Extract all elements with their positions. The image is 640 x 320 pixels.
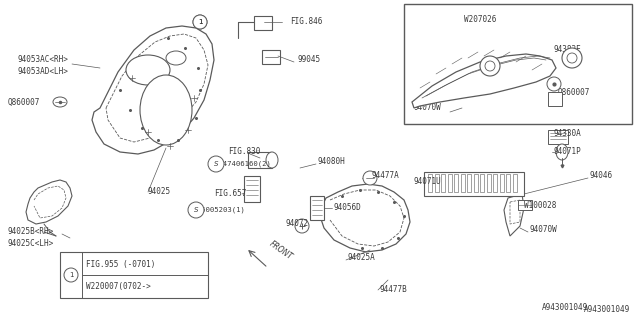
Bar — [493, 174, 497, 192]
Bar — [461, 174, 465, 192]
Bar — [404, 4, 632, 124]
Ellipse shape — [166, 51, 186, 65]
Ellipse shape — [53, 97, 67, 107]
Circle shape — [193, 15, 207, 29]
Text: S: S — [194, 207, 198, 213]
Text: W220007(0702->: W220007(0702-> — [86, 282, 151, 291]
Ellipse shape — [126, 55, 170, 85]
Text: 1: 1 — [68, 272, 73, 278]
Ellipse shape — [140, 75, 192, 145]
Text: 94053AC<RH>: 94053AC<RH> — [18, 55, 69, 65]
Text: W100028: W100028 — [524, 202, 556, 211]
Text: FIG.846: FIG.846 — [290, 18, 323, 27]
Ellipse shape — [547, 77, 561, 91]
Text: FIG.830: FIG.830 — [228, 148, 260, 156]
Text: 94025A: 94025A — [348, 253, 376, 262]
Text: FIG.657: FIG.657 — [214, 189, 246, 198]
Ellipse shape — [480, 56, 500, 76]
Bar — [499, 174, 504, 192]
Bar — [310, 196, 324, 220]
Text: 94046: 94046 — [590, 172, 613, 180]
Text: §045005203(1): §045005203(1) — [188, 207, 245, 213]
Bar — [548, 130, 568, 144]
Text: FIG.955 (-0701): FIG.955 (-0701) — [86, 260, 156, 268]
Ellipse shape — [485, 61, 495, 71]
Polygon shape — [504, 194, 524, 236]
Bar — [548, 92, 562, 106]
Text: 94477B: 94477B — [380, 285, 408, 294]
Text: W207026: W207026 — [464, 15, 497, 25]
Bar — [428, 174, 432, 192]
Text: 1: 1 — [198, 19, 202, 25]
Bar — [480, 174, 484, 192]
Bar — [467, 174, 471, 192]
Text: 94072: 94072 — [286, 220, 309, 228]
Text: 1: 1 — [198, 19, 202, 25]
Bar — [447, 174, 451, 192]
Bar — [262, 50, 280, 64]
Text: 94070W: 94070W — [414, 103, 442, 113]
Ellipse shape — [208, 156, 224, 172]
Text: 94070W: 94070W — [530, 226, 557, 235]
Bar — [513, 174, 516, 192]
Polygon shape — [320, 184, 410, 252]
Ellipse shape — [562, 48, 582, 68]
Polygon shape — [412, 54, 556, 108]
Ellipse shape — [266, 152, 278, 168]
Text: Q860007: Q860007 — [558, 87, 590, 97]
Text: 94477A: 94477A — [372, 172, 400, 180]
Ellipse shape — [363, 171, 377, 185]
Text: 94025C<LH>: 94025C<LH> — [8, 239, 54, 249]
Ellipse shape — [556, 144, 568, 160]
Bar — [60, 252, 208, 298]
Circle shape — [64, 268, 78, 282]
Text: 94025: 94025 — [148, 188, 171, 196]
Polygon shape — [92, 26, 214, 154]
Circle shape — [193, 15, 207, 29]
Ellipse shape — [567, 53, 577, 63]
Text: 94080H: 94080H — [318, 157, 346, 166]
Bar — [518, 200, 532, 210]
Bar — [435, 174, 438, 192]
Ellipse shape — [188, 202, 204, 218]
Text: 94330A: 94330A — [554, 130, 582, 139]
Text: 94053AD<LH>: 94053AD<LH> — [18, 68, 69, 76]
Bar — [474, 174, 477, 192]
Bar — [441, 174, 445, 192]
Text: 94056D: 94056D — [334, 204, 362, 212]
Text: 94025B<RH>: 94025B<RH> — [8, 228, 54, 236]
Bar — [506, 174, 510, 192]
Text: 99045: 99045 — [298, 55, 321, 65]
Text: Q860007: Q860007 — [8, 98, 40, 107]
Bar — [244, 176, 260, 202]
Text: 94071U: 94071U — [414, 178, 442, 187]
Text: S: S — [214, 161, 218, 167]
Text: 94382E: 94382E — [554, 45, 582, 54]
Bar — [486, 174, 490, 192]
Polygon shape — [26, 180, 72, 224]
Text: §047406160(2): §047406160(2) — [214, 161, 271, 167]
Text: A943001049: A943001049 — [542, 303, 588, 313]
Text: 94071P: 94071P — [554, 148, 582, 156]
Text: A943001049: A943001049 — [584, 305, 630, 314]
Text: FRONT: FRONT — [268, 240, 294, 262]
Bar — [424, 172, 524, 196]
Bar — [254, 16, 272, 30]
Ellipse shape — [295, 219, 309, 233]
Bar — [454, 174, 458, 192]
